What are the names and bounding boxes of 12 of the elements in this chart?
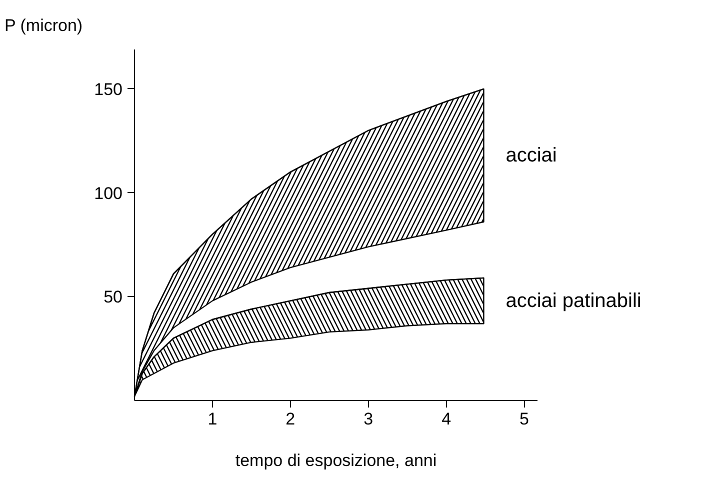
series-label: acciai patinabili	[506, 290, 642, 312]
y-tick-label: 150	[94, 80, 123, 99]
x-tick-label: 1	[208, 410, 218, 428]
x-tick-label: 4	[442, 410, 452, 428]
y-axis-title: P (micron)	[4, 16, 83, 35]
x-tick-label: 2	[286, 410, 296, 428]
x-axis-title: tempo di esposizione, anni	[235, 451, 437, 470]
x-tick-label: 3	[364, 410, 374, 428]
text: acciai	[506, 144, 557, 166]
x-tick-label: 5	[520, 410, 529, 428]
y-tick-label: 50	[104, 288, 123, 307]
y-tick-label: 100	[94, 184, 123, 203]
